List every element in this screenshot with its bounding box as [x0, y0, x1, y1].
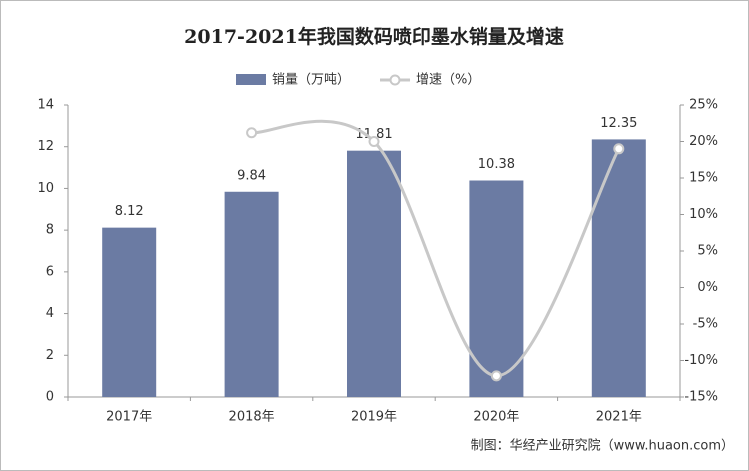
bar [224, 191, 279, 397]
growth-marker [246, 127, 258, 139]
y2-tick-label: 20% [689, 134, 718, 149]
y2-tick-label: 15% [689, 171, 718, 186]
y-tick-label: 6 [46, 264, 54, 279]
y-tick-label: 14 [37, 98, 54, 113]
growth-marker [368, 136, 380, 147]
y-tick-label: 0 [46, 390, 54, 405]
x-tick-label: 2020年 [473, 410, 519, 425]
legend-swatch [236, 74, 266, 85]
bar-value-label: 9.84 [237, 168, 266, 183]
bar [591, 139, 646, 397]
y-tick-label: 4 [46, 306, 54, 321]
bar-value-label: 11.81 [355, 127, 392, 142]
bar [469, 180, 524, 397]
legend-swatch [389, 74, 401, 86]
y2-tick-label: -10% [684, 353, 718, 368]
y2-tick-label: -15% [684, 390, 718, 405]
y-tick-label: 8 [46, 223, 54, 238]
x-tick-label: 2019年 [351, 410, 397, 425]
bar-value-label: 10.38 [478, 157, 515, 172]
y-tick-label: 2 [46, 348, 54, 363]
y2-tick-label: 25% [689, 98, 718, 113]
x-tick-label: 2017年 [106, 410, 152, 425]
source-note: 制图：华经产业研究院（www.huaon.com） [471, 439, 734, 454]
x-tick-label: 2018年 [229, 410, 275, 425]
bar [102, 227, 157, 397]
y-tick-label: 12 [37, 139, 54, 154]
y2-tick-label: -5% [693, 317, 718, 332]
chart-title: 2017-2021年我国数码喷印墨水销量及增速 [184, 25, 564, 48]
y2-tick-label: 0% [697, 280, 718, 295]
bar-value-label: 12.35 [600, 116, 637, 131]
y2-tick-label: 5% [697, 244, 718, 259]
growth-marker [490, 370, 502, 382]
y-tick-label: 10 [37, 181, 54, 196]
legend-label: 增速（%） [416, 73, 480, 88]
legend-label: 销量（万吨） [272, 73, 350, 88]
bar [347, 150, 401, 397]
x-tick-label: 2021年 [596, 410, 642, 425]
growth-marker [613, 143, 625, 155]
bar-value-label: 8.12 [115, 204, 144, 219]
growth-line [251, 119, 621, 378]
y2-tick-label: 10% [689, 207, 718, 222]
